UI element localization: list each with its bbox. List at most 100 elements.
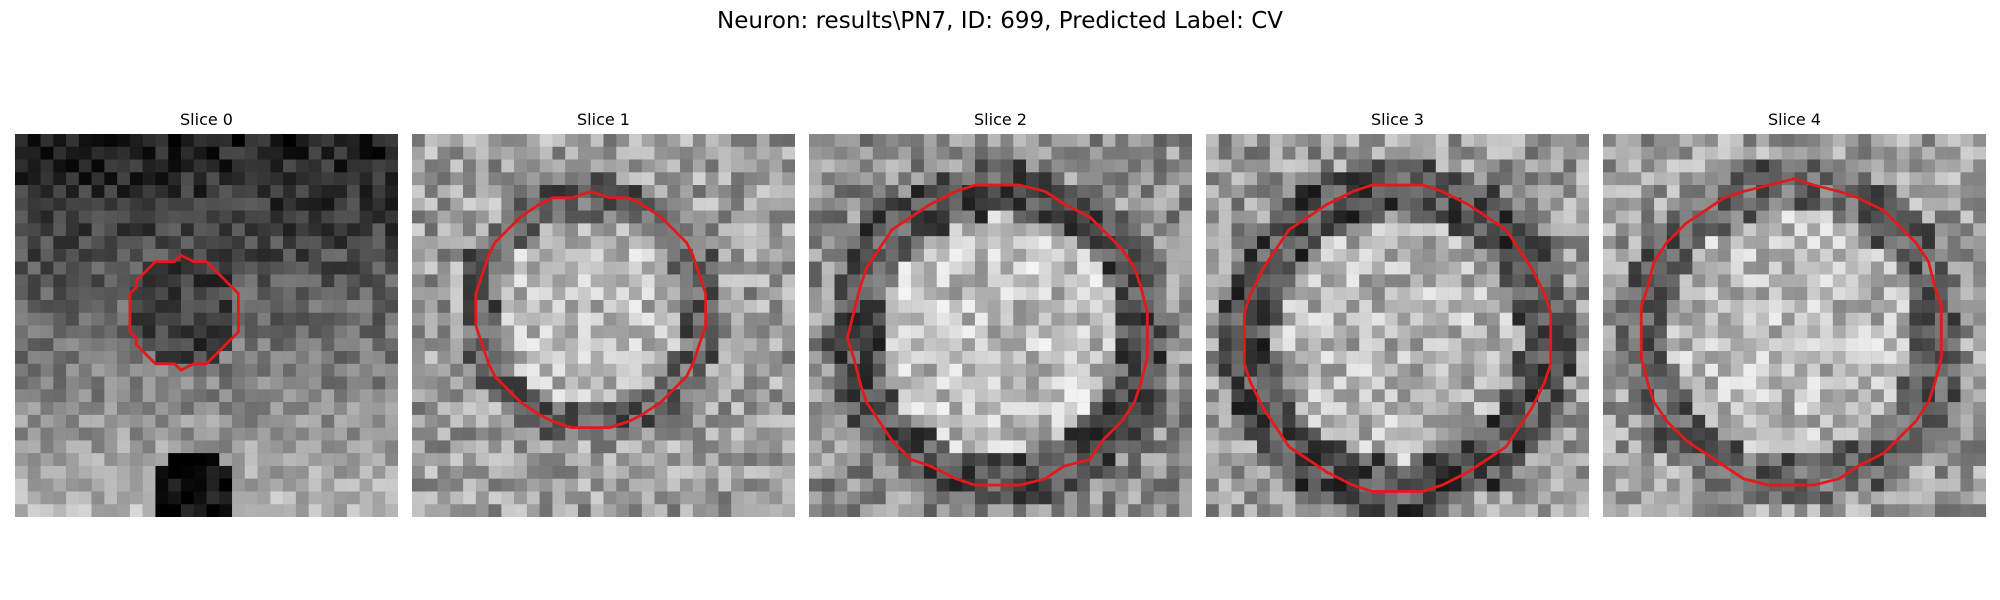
pixel	[15, 440, 29, 454]
pixel	[475, 427, 489, 441]
pixel	[987, 465, 1001, 479]
pixel	[616, 134, 630, 148]
pixel	[27, 338, 41, 352]
pixel	[526, 491, 540, 505]
pixel	[142, 376, 156, 390]
pixel	[872, 274, 886, 288]
pixel	[743, 363, 757, 377]
pixel	[680, 351, 694, 365]
pixel	[372, 465, 386, 479]
pixel	[1461, 338, 1475, 352]
pixel	[756, 414, 770, 428]
pixel	[1269, 274, 1283, 288]
pixel	[257, 134, 271, 148]
pixel	[488, 453, 502, 467]
pixel	[334, 159, 348, 173]
pixel	[1051, 338, 1065, 352]
pixel	[1013, 402, 1027, 416]
pixel	[1448, 223, 1462, 237]
pixel	[834, 453, 848, 467]
pixel	[78, 376, 92, 390]
pixel	[91, 363, 105, 377]
pixel	[257, 478, 271, 492]
pixel	[206, 427, 220, 441]
pixel	[424, 325, 438, 339]
pixel	[1077, 223, 1091, 237]
pixel	[40, 338, 54, 352]
pixel	[1000, 261, 1014, 275]
pixel	[885, 491, 899, 505]
pixel	[809, 159, 823, 173]
pixel	[424, 287, 438, 301]
pixel	[117, 299, 131, 313]
pixel	[577, 261, 591, 275]
pixel	[1628, 440, 1642, 454]
pixel	[1231, 465, 1245, 479]
pixel	[1717, 299, 1731, 313]
pixel	[1282, 402, 1296, 416]
pixel	[1973, 376, 1986, 390]
pixel	[1934, 248, 1948, 262]
pixel	[1512, 478, 1526, 492]
pixel	[1499, 159, 1513, 173]
pixel	[590, 210, 604, 224]
pixel	[1512, 274, 1526, 288]
pixel	[526, 440, 540, 454]
pixel	[847, 134, 861, 148]
pixel	[756, 223, 770, 237]
pixel	[1231, 210, 1245, 224]
pixel	[219, 376, 233, 390]
pixel	[1576, 491, 1589, 505]
pixel	[743, 210, 757, 224]
pixel	[180, 402, 194, 416]
pixel	[1346, 134, 1360, 148]
pixel	[1282, 159, 1296, 173]
pixel	[1563, 325, 1577, 339]
pixel	[1051, 287, 1065, 301]
pixel	[1257, 376, 1271, 390]
pixel	[769, 389, 783, 403]
pixel	[539, 440, 553, 454]
pixel	[321, 351, 335, 365]
pixel	[1064, 236, 1078, 250]
pixel	[1603, 363, 1617, 377]
pixel	[1359, 402, 1373, 416]
pixel	[385, 261, 398, 275]
pixel	[1179, 159, 1192, 173]
pixel	[809, 491, 823, 505]
pixel	[834, 414, 848, 428]
pixel	[962, 389, 976, 403]
pixel	[1179, 185, 1192, 199]
pixel	[1871, 223, 1885, 237]
pixel	[488, 274, 502, 288]
pixel	[936, 159, 950, 173]
pixel	[1717, 223, 1731, 237]
pixel	[1128, 376, 1142, 390]
pixel	[295, 223, 309, 237]
pixel	[680, 146, 694, 160]
pixel	[898, 363, 912, 377]
pixel	[1641, 504, 1655, 517]
pixel	[1448, 427, 1462, 441]
pixel	[705, 427, 719, 441]
pixel	[40, 210, 54, 224]
pixel	[769, 172, 783, 186]
pixel	[1179, 427, 1192, 441]
pixel	[872, 287, 886, 301]
pixel	[78, 363, 92, 377]
pixel	[860, 363, 874, 377]
pixel	[590, 248, 604, 262]
pixel	[372, 274, 386, 288]
pixel	[885, 312, 899, 326]
pixel	[1410, 236, 1424, 250]
pixel	[949, 491, 963, 505]
pixel	[577, 159, 591, 173]
pixel	[629, 185, 643, 199]
pixel	[283, 236, 297, 250]
pixel	[885, 248, 899, 262]
pixel	[1807, 287, 1821, 301]
pixel	[1807, 338, 1821, 352]
pixel	[1858, 363, 1872, 377]
pixel	[1128, 338, 1142, 352]
pixel	[1807, 389, 1821, 403]
